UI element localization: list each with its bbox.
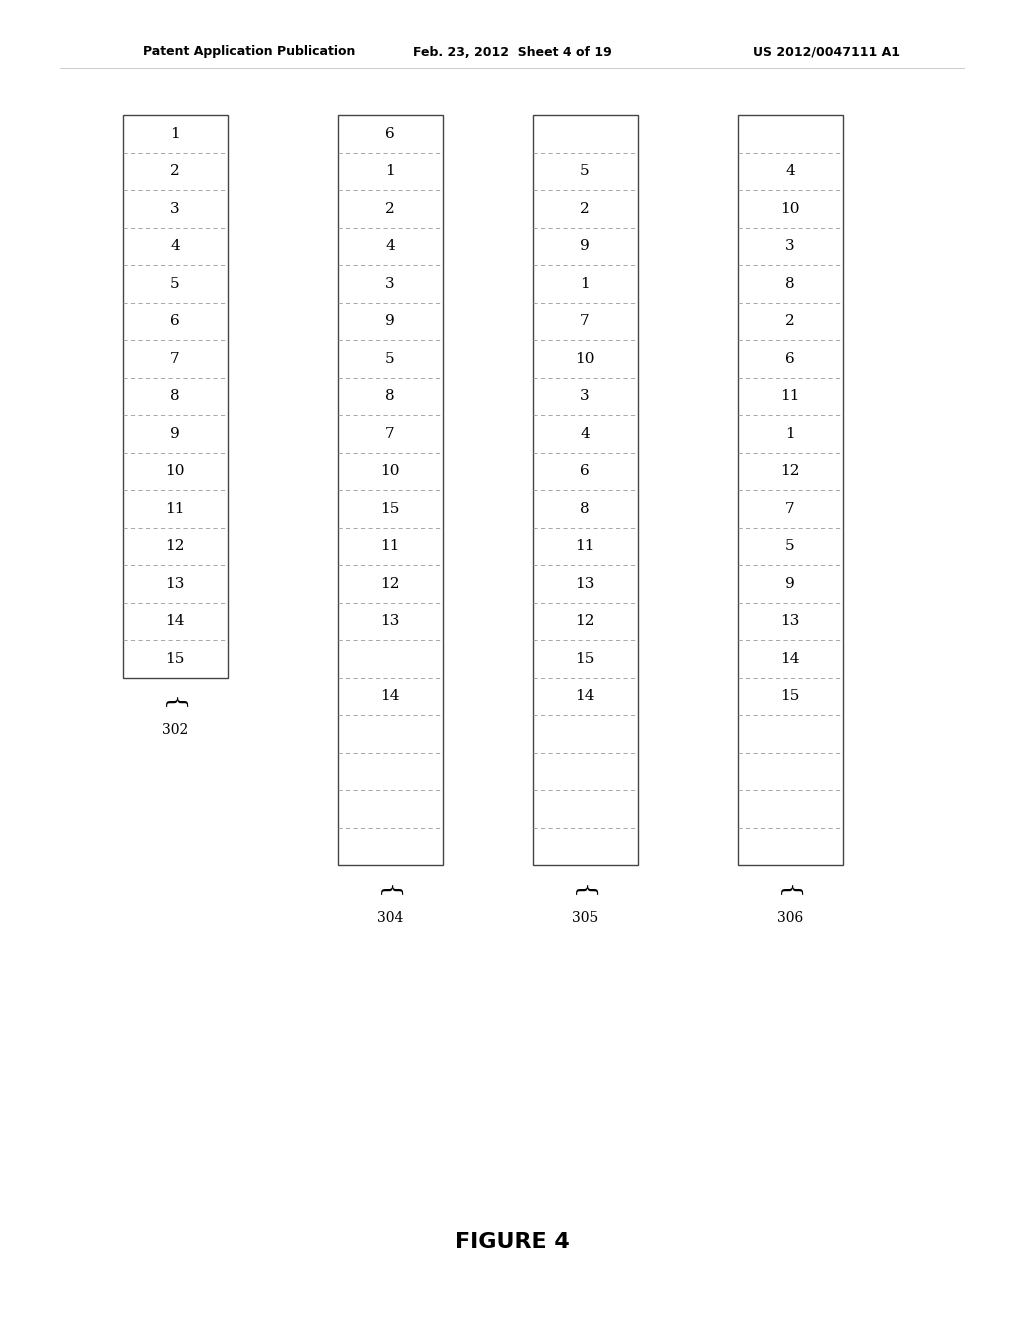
Text: 11: 11	[380, 540, 399, 553]
Text: 12: 12	[380, 577, 399, 591]
Text: Feb. 23, 2012  Sheet 4 of 19: Feb. 23, 2012 Sheet 4 of 19	[413, 45, 611, 58]
Text: 4: 4	[785, 164, 795, 178]
Text: }: }	[164, 690, 186, 706]
Text: 305: 305	[571, 911, 598, 925]
Text: 15: 15	[575, 652, 595, 665]
Text: 4: 4	[581, 426, 590, 441]
Text: 8: 8	[785, 277, 795, 290]
Text: Patent Application Publication: Patent Application Publication	[143, 45, 355, 58]
Text: 5: 5	[785, 540, 795, 553]
Text: 15: 15	[165, 652, 184, 665]
Text: }: }	[573, 878, 597, 894]
Text: 3: 3	[785, 239, 795, 253]
Bar	[737, 115, 843, 865]
Text: 9: 9	[785, 577, 795, 591]
Text: 304: 304	[377, 911, 403, 925]
Text: 14: 14	[575, 689, 595, 704]
Text: 306: 306	[777, 911, 803, 925]
Text: US 2012/0047111 A1: US 2012/0047111 A1	[753, 45, 900, 58]
Text: 9: 9	[581, 239, 590, 253]
Text: 6: 6	[785, 351, 795, 366]
Text: 3: 3	[581, 389, 590, 403]
Text: 13: 13	[380, 614, 399, 628]
Text: 7: 7	[581, 314, 590, 329]
Text: 11: 11	[575, 540, 595, 553]
Text: 2: 2	[581, 202, 590, 215]
Bar	[338, 115, 442, 865]
Text: 7: 7	[785, 502, 795, 516]
Text: 5: 5	[581, 164, 590, 178]
Text: 9: 9	[170, 426, 180, 441]
Text: 302: 302	[162, 723, 188, 738]
Text: 2: 2	[170, 164, 180, 178]
Text: 8: 8	[385, 389, 395, 403]
Text: 14: 14	[780, 652, 800, 665]
Text: 3: 3	[170, 202, 180, 215]
Text: 15: 15	[780, 689, 800, 704]
Text: 12: 12	[780, 465, 800, 478]
Text: 13: 13	[575, 577, 595, 591]
Text: 4: 4	[170, 239, 180, 253]
Text: 2: 2	[385, 202, 395, 215]
Bar	[532, 115, 638, 865]
Text: 11: 11	[165, 502, 184, 516]
Text: 7: 7	[170, 351, 180, 366]
Text: FIGURE 4: FIGURE 4	[455, 1232, 569, 1251]
Text: 10: 10	[380, 465, 399, 478]
Text: 1: 1	[581, 277, 590, 290]
Text: 1: 1	[385, 164, 395, 178]
Text: 6: 6	[581, 465, 590, 478]
Text: 6: 6	[170, 314, 180, 329]
Text: 10: 10	[165, 465, 184, 478]
Text: 4: 4	[385, 239, 395, 253]
Text: 12: 12	[575, 614, 595, 628]
Text: 14: 14	[165, 614, 184, 628]
Text: 9: 9	[385, 314, 395, 329]
Text: 3: 3	[385, 277, 395, 290]
Text: 1: 1	[170, 127, 180, 141]
Text: 1: 1	[785, 426, 795, 441]
Text: 13: 13	[780, 614, 800, 628]
Text: 5: 5	[385, 351, 395, 366]
Text: 8: 8	[170, 389, 180, 403]
Text: 12: 12	[165, 540, 184, 553]
Text: }: }	[379, 878, 401, 894]
Text: 8: 8	[581, 502, 590, 516]
Text: 13: 13	[165, 577, 184, 591]
Text: 14: 14	[380, 689, 399, 704]
Text: 2: 2	[785, 314, 795, 329]
Text: 15: 15	[380, 502, 399, 516]
Text: 5: 5	[170, 277, 180, 290]
Text: 10: 10	[780, 202, 800, 215]
Text: }: }	[778, 878, 802, 894]
Text: 11: 11	[780, 389, 800, 403]
Text: 7: 7	[385, 426, 395, 441]
Bar	[123, 115, 227, 677]
Text: 6: 6	[385, 127, 395, 141]
Text: 10: 10	[575, 351, 595, 366]
